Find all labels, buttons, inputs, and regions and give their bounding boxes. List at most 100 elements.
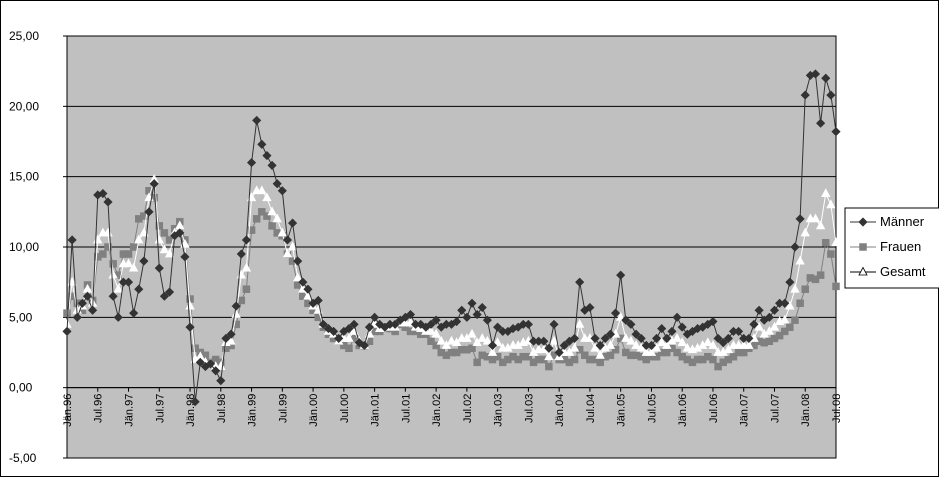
data-point: [775, 331, 784, 340]
data-point: [287, 241, 298, 251]
data-point: [268, 222, 276, 230]
data-point: [549, 335, 559, 345]
data-point: [796, 299, 804, 308]
x-tick-label: Jul.98: [216, 394, 228, 423]
x-tick-label: Jul.99: [277, 394, 289, 423]
data-point: [82, 291, 93, 301]
data-point: [140, 212, 148, 220]
data-point: [457, 305, 467, 315]
x-tick-label: Jul.97: [154, 394, 166, 423]
data-point: [180, 252, 190, 262]
data-point: [569, 333, 580, 343]
data-point: [739, 348, 748, 357]
y-tick-label: 15,00: [9, 170, 39, 184]
data-point: [473, 358, 481, 367]
data-point: [124, 250, 133, 258]
data-point: [257, 139, 267, 149]
data-point: [139, 227, 149, 237]
data-point: [134, 284, 144, 294]
data-point: [144, 207, 154, 217]
data-point: [800, 90, 810, 100]
data-point: [611, 345, 620, 354]
data-point: [821, 239, 830, 247]
data-point: [247, 226, 256, 234]
data-point: [708, 316, 718, 327]
data-point: [723, 344, 734, 354]
data-point: [795, 255, 805, 265]
data-point: [211, 366, 221, 376]
data-point: [113, 312, 123, 322]
data-point: [795, 214, 805, 224]
data-point: [544, 343, 554, 353]
data-point: [545, 362, 553, 371]
data-point: [713, 333, 723, 343]
x-tick-label: Jul.04: [585, 394, 597, 423]
x-tick-label: Jän.04: [554, 394, 566, 427]
data-point: [472, 309, 482, 320]
y-tick-label: 5,00: [9, 310, 33, 324]
data-point: [652, 352, 661, 361]
data-point: [493, 322, 503, 332]
data-point: [99, 250, 107, 258]
data-point: [262, 151, 272, 161]
data-point: [231, 301, 241, 311]
data-point: [749, 319, 759, 329]
data-point: [123, 277, 134, 287]
x-tick-label: Jän.99: [247, 394, 259, 427]
data-point: [754, 305, 764, 315]
data-point: [451, 337, 462, 347]
data-point: [673, 348, 681, 357]
data-point: [677, 322, 687, 332]
data-point: [149, 179, 159, 189]
data-point: [790, 283, 800, 293]
data-point: [677, 337, 687, 347]
data-point: [810, 213, 821, 223]
data-point: [72, 312, 82, 322]
legend-marker-gesamt: [858, 266, 868, 276]
data-point: [288, 218, 298, 228]
x-tick-label: Jän.05: [616, 394, 628, 427]
x-tick-label: Jul.96: [93, 394, 105, 423]
x-tick-label: Jän.97: [124, 394, 136, 427]
data-point: [345, 344, 353, 353]
x-tick-label: Jän.06: [677, 394, 689, 427]
data-point: [313, 295, 323, 306]
data-point: [364, 322, 375, 332]
data-point: [493, 352, 502, 361]
data-point: [472, 337, 482, 347]
data-point: [524, 352, 533, 361]
data-point: [216, 376, 226, 386]
data-point: [431, 315, 441, 325]
legend-label-frauen: Frauen: [880, 239, 921, 254]
data-point: [155, 222, 164, 230]
data-point: [221, 333, 231, 343]
x-tick-label: Jän.00: [308, 394, 320, 427]
data-point: [63, 309, 71, 317]
data-point: [405, 309, 416, 320]
data-point: [786, 323, 794, 331]
data-point: [590, 342, 600, 352]
data-point: [801, 285, 809, 293]
data-point: [139, 256, 149, 266]
data-point: [468, 344, 476, 353]
data-point: [626, 319, 636, 329]
data-point: [236, 249, 246, 259]
data-point: [575, 277, 585, 287]
data-point: [810, 69, 821, 79]
data-point: [252, 215, 261, 223]
legend-marker-frauen: [859, 243, 867, 251]
data-point: [129, 308, 139, 318]
data-point: [277, 186, 287, 196]
data-point: [159, 291, 169, 301]
data-point: [298, 277, 308, 287]
data-point: [559, 340, 569, 351]
data-point: [293, 256, 303, 266]
data-point: [104, 243, 112, 251]
data-point: [769, 321, 780, 331]
data-point: [523, 319, 533, 329]
data-point: [329, 326, 339, 336]
data-point: [708, 340, 718, 349]
data-point: [62, 326, 72, 336]
data-point: [487, 340, 498, 351]
data-point: [282, 235, 293, 245]
